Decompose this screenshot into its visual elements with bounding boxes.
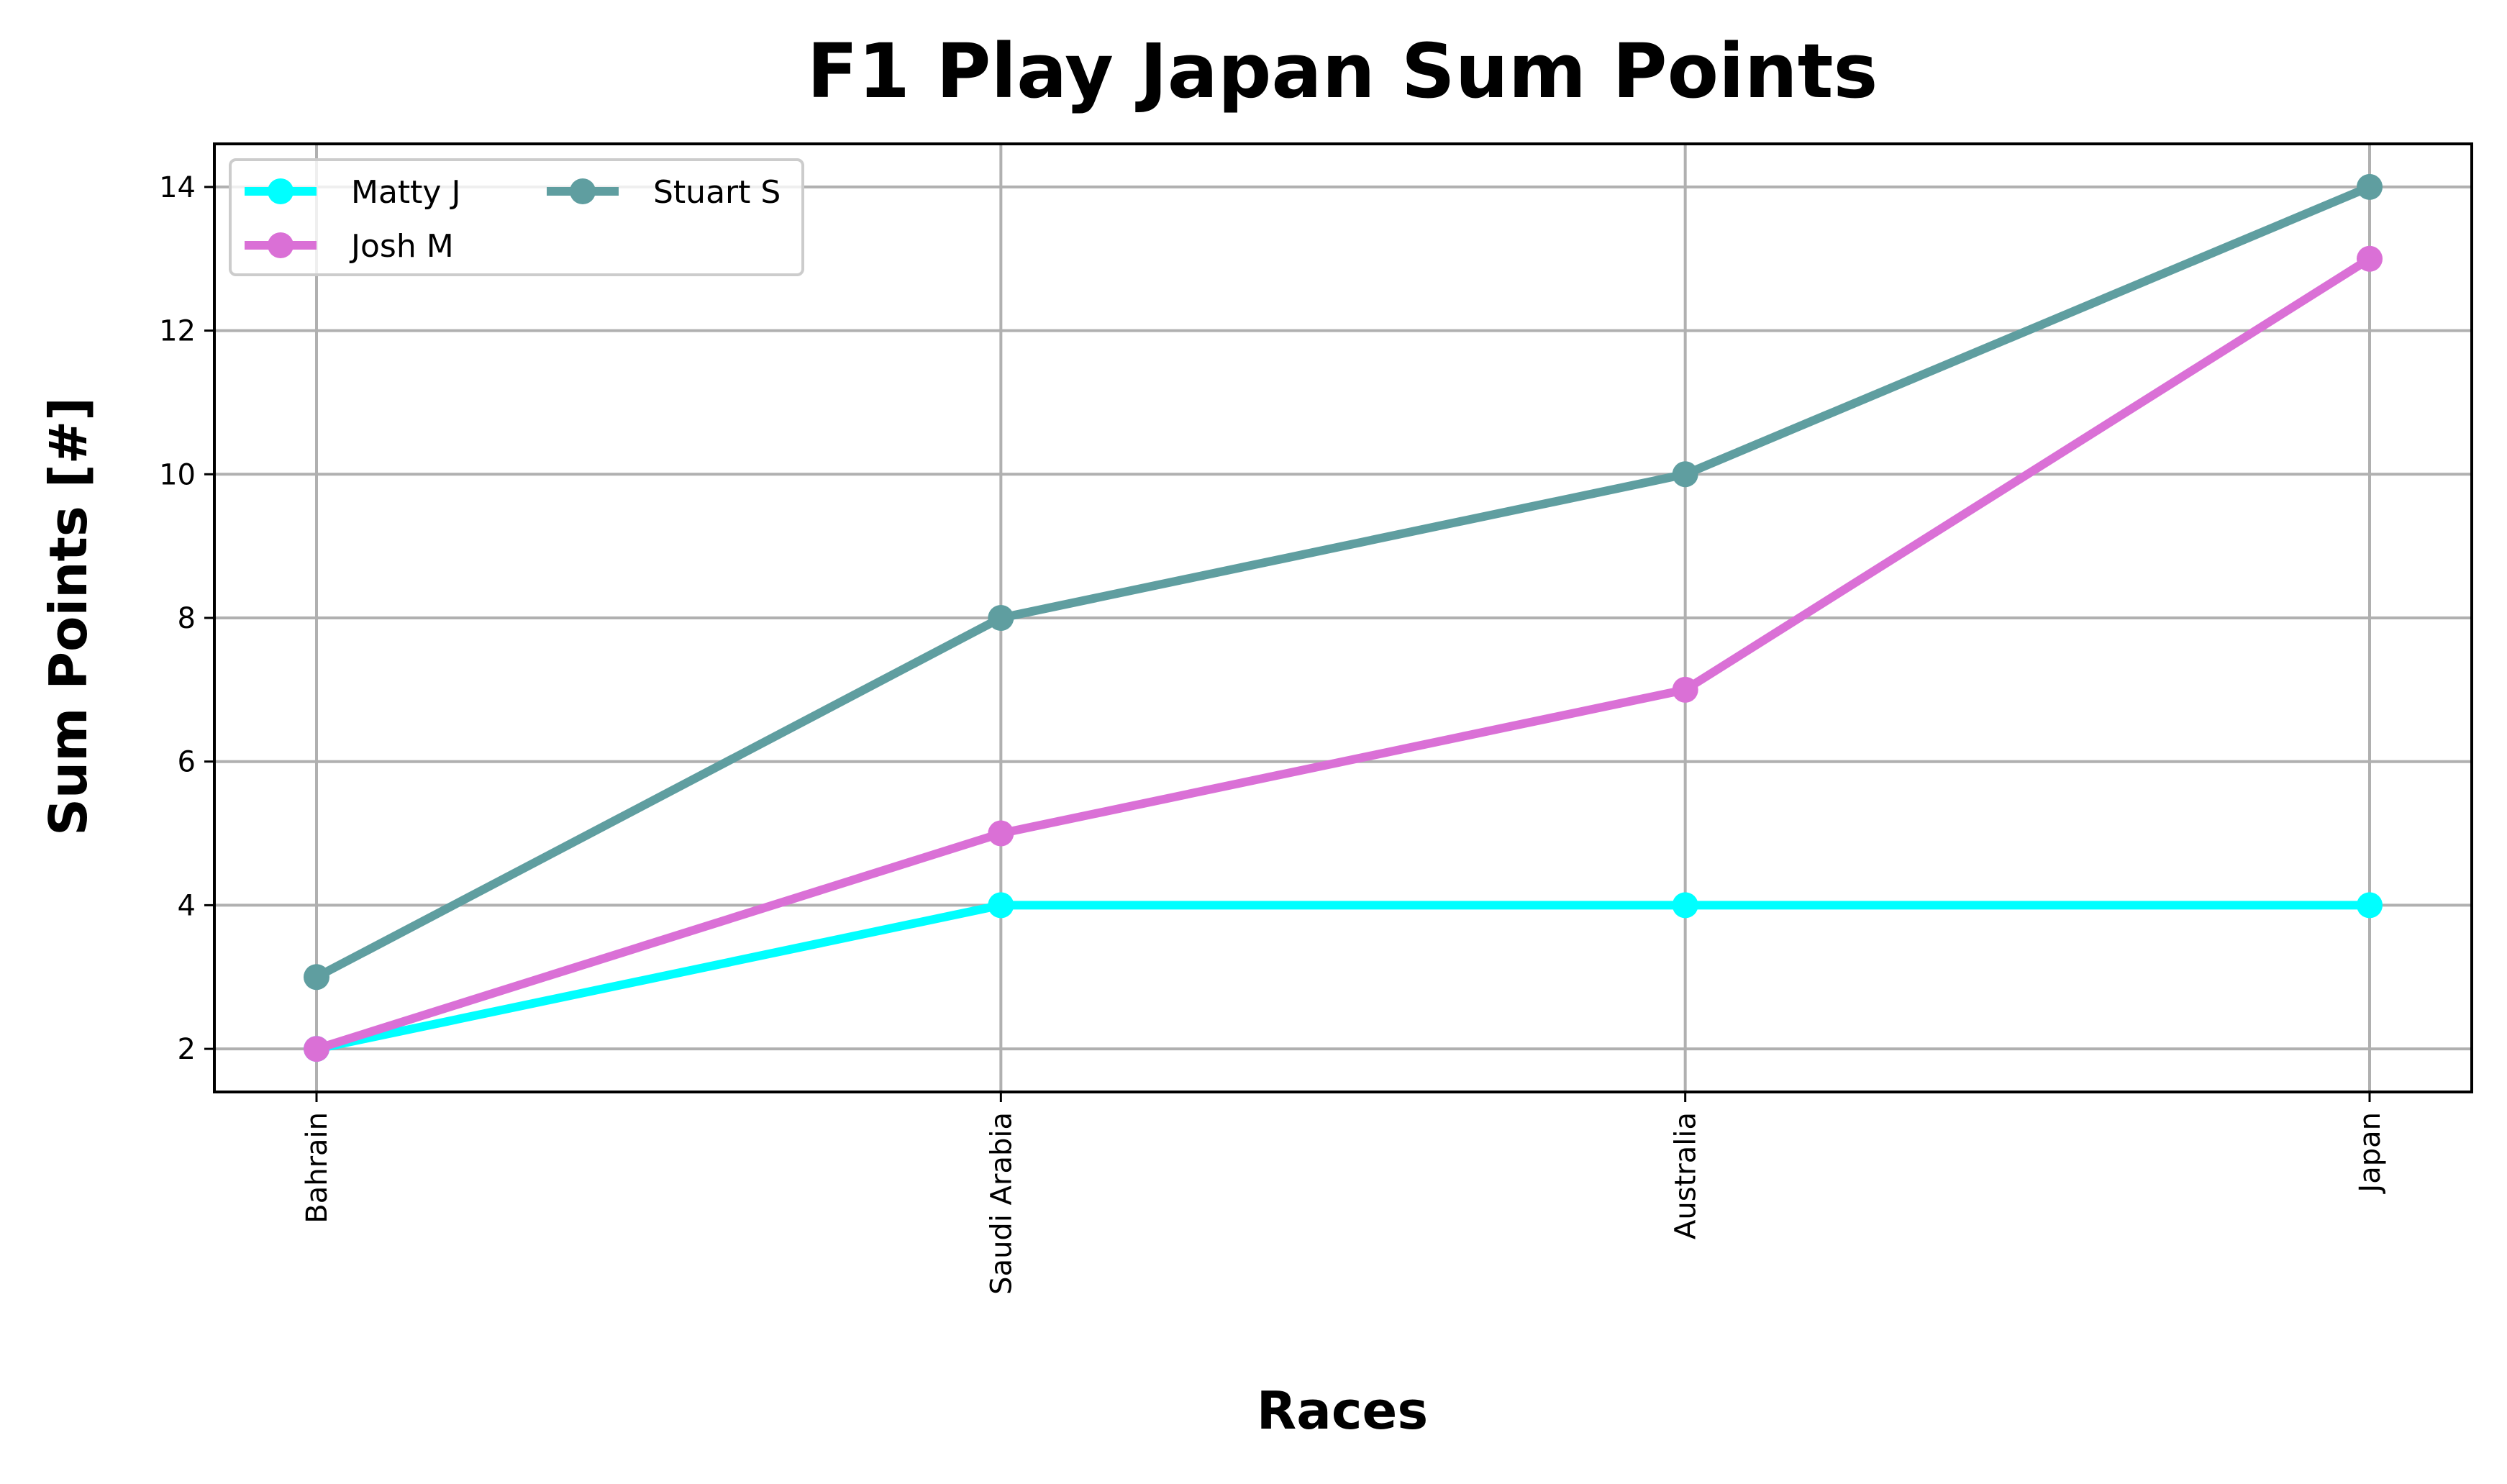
data-point [304,1036,329,1062]
data-point [1672,461,1698,488]
series-line [315,255,2372,1053]
legend: Matty J Josh M Stuart S [229,158,804,276]
legend-label: Matty J [351,174,460,211]
x-tick-label: Japan [2354,1112,2387,1195]
legend-frame [229,158,804,276]
x-axis: Bahrain Saudi Arabia Australia Japan [301,1092,2387,1295]
x-axis-label: Races [1257,1380,1428,1441]
y-tick-label: 6 [178,746,196,779]
data-point [988,820,1014,847]
chart-title: F1 Play Japan Sum Points [807,27,1878,115]
y-tick-label: 4 [178,889,196,922]
x-tick-label: Australia [1670,1112,1703,1239]
legend-item: Josh M [245,228,454,265]
series-layer [304,173,2383,1062]
data-point [988,605,1014,631]
series-line [315,901,2370,1053]
y-tick-label: 8 [178,602,196,635]
data-point [2357,892,2383,919]
data-point [304,964,329,991]
y-tick-label: 2 [178,1033,196,1066]
y-axis-label: Sum Points [#] [38,397,99,836]
x-tick-label: Saudi Arabia [985,1112,1018,1295]
y-tick-label: 12 [159,315,196,348]
data-point [1672,892,1698,919]
legend-label: Stuart S [653,174,781,211]
legend-swatch-marker [268,178,294,204]
x-tick-label: Bahrain [301,1112,334,1224]
legend-item: Stuart S [547,174,781,211]
y-tick-label: 14 [159,171,196,204]
legend-swatch-marker [570,178,596,204]
y-tick-label: 10 [159,458,196,491]
data-point [1672,676,1698,703]
legend-swatch-marker [268,232,294,258]
legend-item: Matty J [245,174,460,211]
y-axis: 2 4 6 8 10 12 14 [159,171,214,1066]
series-josh-m [304,245,2383,1062]
series-stuart-s [304,173,2383,991]
data-point [2357,245,2383,272]
data-point [988,892,1014,919]
series-line [314,183,2372,981]
legend-label: Josh M [349,228,454,265]
data-point [2357,173,2383,200]
